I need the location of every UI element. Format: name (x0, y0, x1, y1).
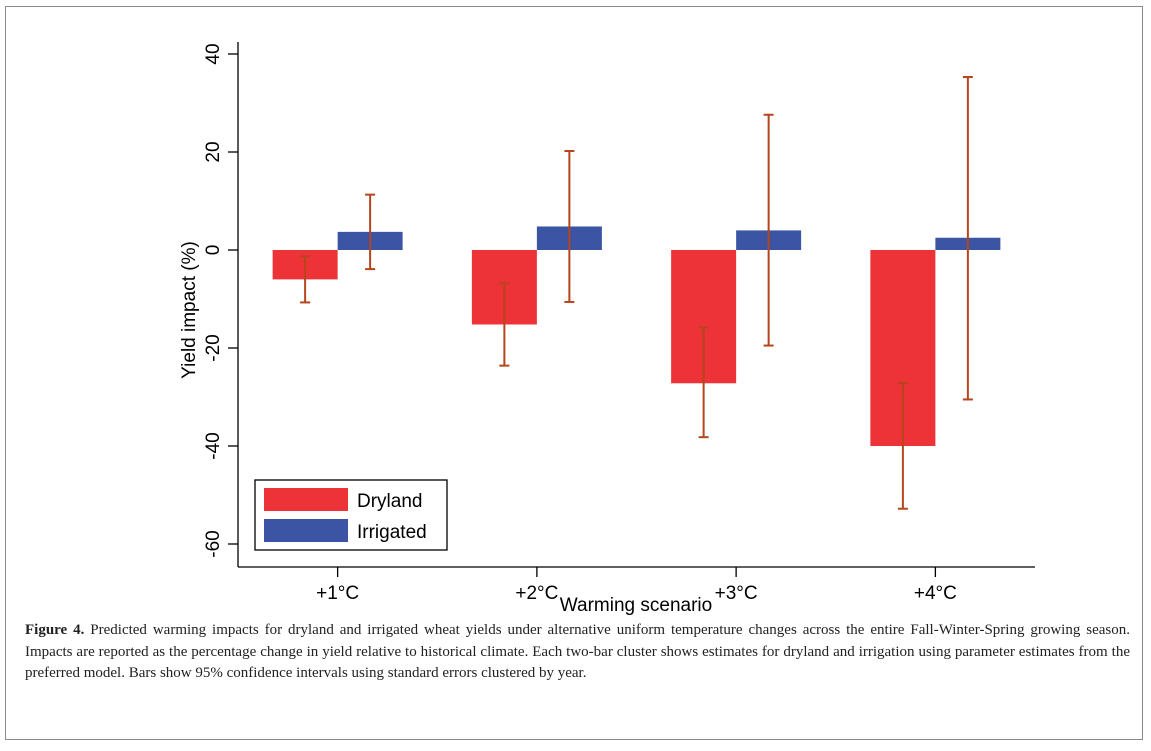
chart-axes: -60 -40 -20 0 20 40 +1°C +2°C +3°C +4°C (203, 42, 1035, 604)
y-tick-label: 20 (203, 141, 224, 162)
y-tick-label: -40 (203, 432, 224, 459)
caption-text: Predicted warming impacts for dryland an… (25, 622, 1130, 681)
bar-chart: -60 -40 -20 0 20 40 +1°C +2°C +3°C +4°C Dryland Ir… (179, 42, 1035, 616)
figure-caption: Figure 4. Predicted warming impacts for … (25, 620, 1130, 685)
y-tick-label: 40 (203, 43, 224, 64)
x-tick-label: +1°C (316, 583, 359, 604)
x-tick-label: +2°C (515, 583, 558, 604)
chart-error-bars (300, 76, 973, 510)
chart-bars (272, 226, 1001, 446)
x-axis-label: Warming scenario (560, 595, 712, 616)
y-tick-label: 0 (203, 245, 224, 256)
legend-swatch-irrigated (264, 519, 348, 542)
caption-label: Figure 4. (25, 622, 85, 638)
legend-label-irrigated: Irrigated (357, 522, 427, 543)
x-tick-label: +3°C (715, 583, 758, 604)
y-tick-label: -60 (203, 530, 224, 557)
x-tick-label: +4°C (914, 583, 957, 604)
y-tick-label: -20 (203, 334, 224, 361)
chart-legend: Dryland Irrigated (254, 479, 448, 551)
figure-frame (5, 6, 1143, 740)
legend-swatch-dryland (264, 488, 348, 511)
legend-label-dryland: Dryland (357, 491, 422, 512)
y-axis-label: Yield impact (%) (179, 241, 200, 379)
